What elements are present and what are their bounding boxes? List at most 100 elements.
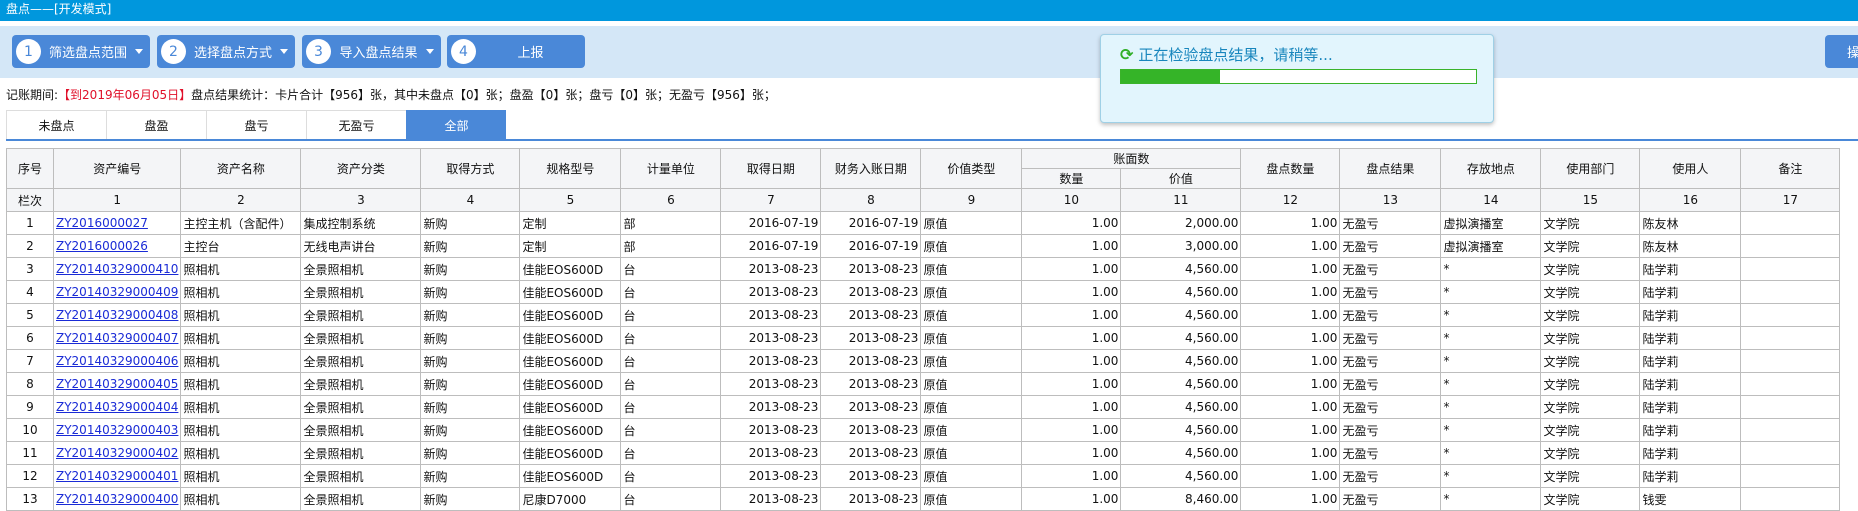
- cell: 全景照相机: [300, 326, 422, 350]
- tab-surplus[interactable]: 盘盈: [106, 110, 206, 140]
- cell: 无盈亏: [1339, 234, 1442, 258]
- table-row[interactable]: 4 ZY20140329000409 照相机 全景照相机 新购 佳能EOS600D 台 201…: [6, 280, 1841, 304]
- step-filter-range-button[interactable]: 1 筛选盘点范围: [12, 35, 150, 68]
- cell: 7: [6, 349, 54, 373]
- table-row[interactable]: 2 ZY2016000026 主控台 无线电声讲台 新购 定制部 2016-07-19 201…: [6, 234, 1841, 258]
- step-import-results-button[interactable]: 3 导入盘点结果: [302, 35, 441, 68]
- asset-code-link[interactable]: ZY20140329000409: [56, 285, 179, 299]
- column-number: 9: [920, 188, 1023, 212]
- cell: 陆学莉: [1639, 257, 1742, 281]
- cell: 原值: [920, 303, 1023, 327]
- table-row[interactable]: 10 ZY20140329000403 照相机 全景照相机 新购 佳能EOS600D 台 20…: [6, 418, 1841, 442]
- cell: 2013-08-23: [720, 372, 822, 396]
- asset-code-link[interactable]: ZY20140329000404: [56, 400, 179, 414]
- tab-no-difference[interactable]: 无盈亏: [306, 110, 406, 140]
- cell: 2016-07-19: [720, 211, 822, 235]
- asset-code-link[interactable]: ZY20140329000406: [56, 354, 179, 368]
- asset-code-cell: ZY20140329000402: [52, 441, 182, 465]
- cell: 全景照相机: [300, 487, 422, 511]
- table-row[interactable]: 6 ZY20140329000407 照相机 全景照相机 新购 佳能EOS600D 台 201…: [6, 326, 1841, 350]
- cell: 文学院: [1540, 349, 1641, 373]
- cell: 2016-07-19: [820, 211, 922, 235]
- asset-code-cell: ZY20140329000400: [52, 487, 182, 511]
- cell: 台: [620, 487, 722, 511]
- column-number: 11: [1120, 188, 1242, 212]
- asset-code-link[interactable]: ZY20140329000403: [56, 423, 179, 437]
- column-number: 17: [1740, 188, 1841, 212]
- column-index-label: 栏次: [6, 188, 54, 212]
- table-row[interactable]: 11 ZY20140329000402 照相机 全景照相机 新购 佳能EOS600D 台 20…: [6, 441, 1841, 465]
- asset-code-link[interactable]: ZY2016000026: [56, 239, 148, 253]
- cell: 无盈亏: [1339, 303, 1442, 327]
- asset-code-cell: ZY20140329000407: [52, 326, 182, 350]
- checking-dialog: ⟳ 正在检验盘点结果，请稍等...: [1100, 34, 1494, 123]
- cell: 定制: [519, 234, 622, 258]
- cell: 1.00: [1021, 418, 1122, 442]
- cell: 2013-08-23: [820, 280, 922, 304]
- cell: *: [1440, 372, 1542, 396]
- table-row[interactable]: 13 ZY20140329000400 照相机 全景照相机 新购 尼康D7000 台 2013…: [6, 487, 1841, 511]
- cell: 2013-08-23: [820, 326, 922, 350]
- cell: [1740, 372, 1841, 396]
- cell: 4,560.00: [1120, 372, 1242, 396]
- cell: 台: [620, 326, 722, 350]
- cell: 1.00: [1240, 372, 1341, 396]
- asset-code-link[interactable]: ZY20140329000410: [56, 262, 179, 276]
- asset-code-link[interactable]: ZY20140329000402: [56, 446, 179, 460]
- cell: 无线电声讲台: [300, 234, 422, 258]
- cell: 2013-08-23: [720, 395, 822, 419]
- asset-code-link[interactable]: ZY20140329000405: [56, 377, 179, 391]
- table-row[interactable]: 9 ZY20140329000404 照相机 全景照相机 新购 佳能EOS600D 台 201…: [6, 395, 1841, 419]
- cell: [1740, 234, 1841, 258]
- table-row[interactable]: 1 ZY2016000027 主控主机（含配件） 集成控制系统 新购 定制部 2016-07…: [6, 211, 1841, 235]
- cell: 2013-08-23: [720, 464, 822, 488]
- cell: *: [1440, 395, 1542, 419]
- cell: [1740, 326, 1841, 350]
- column-number: 15: [1540, 188, 1641, 212]
- cell: 4,560.00: [1120, 441, 1242, 465]
- sub-column-header: 价值: [1120, 168, 1242, 189]
- cell: 陆学莉: [1639, 418, 1742, 442]
- tab-all[interactable]: 全部: [406, 110, 506, 140]
- asset-code-cell: ZY20140329000403: [52, 418, 182, 442]
- cell: 原值: [920, 211, 1023, 235]
- column-number: 4: [420, 188, 521, 212]
- cell: 原值: [920, 280, 1023, 304]
- cell: 1.00: [1240, 280, 1341, 304]
- cell: 陆学莉: [1639, 326, 1742, 350]
- asset-code-link[interactable]: ZY2016000027: [56, 216, 148, 230]
- cell: 文学院: [1540, 441, 1641, 465]
- asset-code-cell: ZY20140329000406: [52, 349, 182, 373]
- cell: 照相机: [180, 349, 302, 373]
- asset-code-link[interactable]: ZY20140329000401: [56, 469, 179, 483]
- column-header: 存放地点: [1440, 148, 1542, 189]
- cell: 2013-08-23: [720, 280, 822, 304]
- cell: 文学院: [1540, 211, 1641, 235]
- asset-code-link[interactable]: ZY20140329000400: [56, 492, 179, 506]
- step-select-method-button[interactable]: 2 选择盘点方式: [157, 35, 295, 68]
- table-row[interactable]: 3 ZY20140329000410 照相机 全景照相机 新购 佳能EOS600D 台 201…: [6, 257, 1841, 281]
- cell: 原值: [920, 257, 1023, 281]
- cell: 无盈亏: [1339, 326, 1442, 350]
- cell: 1.00: [1021, 395, 1122, 419]
- asset-code-link[interactable]: ZY20140329000408: [56, 308, 179, 322]
- table-row[interactable]: 12 ZY20140329000401 照相机 全景照相机 新购 佳能EOS600D 台 20…: [6, 464, 1841, 488]
- cell: 2: [6, 234, 54, 258]
- cell: 虚拟演播室: [1440, 234, 1542, 258]
- tab-loss[interactable]: 盘亏: [206, 110, 306, 140]
- cell: 1.00: [1240, 211, 1341, 235]
- cell: 无盈亏: [1339, 257, 1442, 281]
- cell: 文学院: [1540, 464, 1641, 488]
- cell: 佳能EOS600D: [519, 326, 622, 350]
- cell: 新购: [420, 441, 521, 465]
- cell: [1740, 280, 1841, 304]
- table-row[interactable]: 5 ZY20140329000408 照相机 全景照相机 新购 佳能EOS600D 台 201…: [6, 303, 1841, 327]
- operation-button[interactable]: 操: [1825, 35, 1858, 68]
- asset-code-link[interactable]: ZY20140329000407: [56, 331, 179, 345]
- table-row[interactable]: 8 ZY20140329000405 照相机 全景照相机 新购 佳能EOS600D 台 201…: [6, 372, 1841, 396]
- table-row[interactable]: 7 ZY20140329000406 照相机 全景照相机 新购 佳能EOS600D 台 201…: [6, 349, 1841, 373]
- cell: 全景照相机: [300, 280, 422, 304]
- step-report-button[interactable]: 4 上报: [447, 35, 585, 68]
- tab-not-counted[interactable]: 未盘点: [6, 110, 106, 140]
- column-header: 价值类型: [920, 148, 1023, 189]
